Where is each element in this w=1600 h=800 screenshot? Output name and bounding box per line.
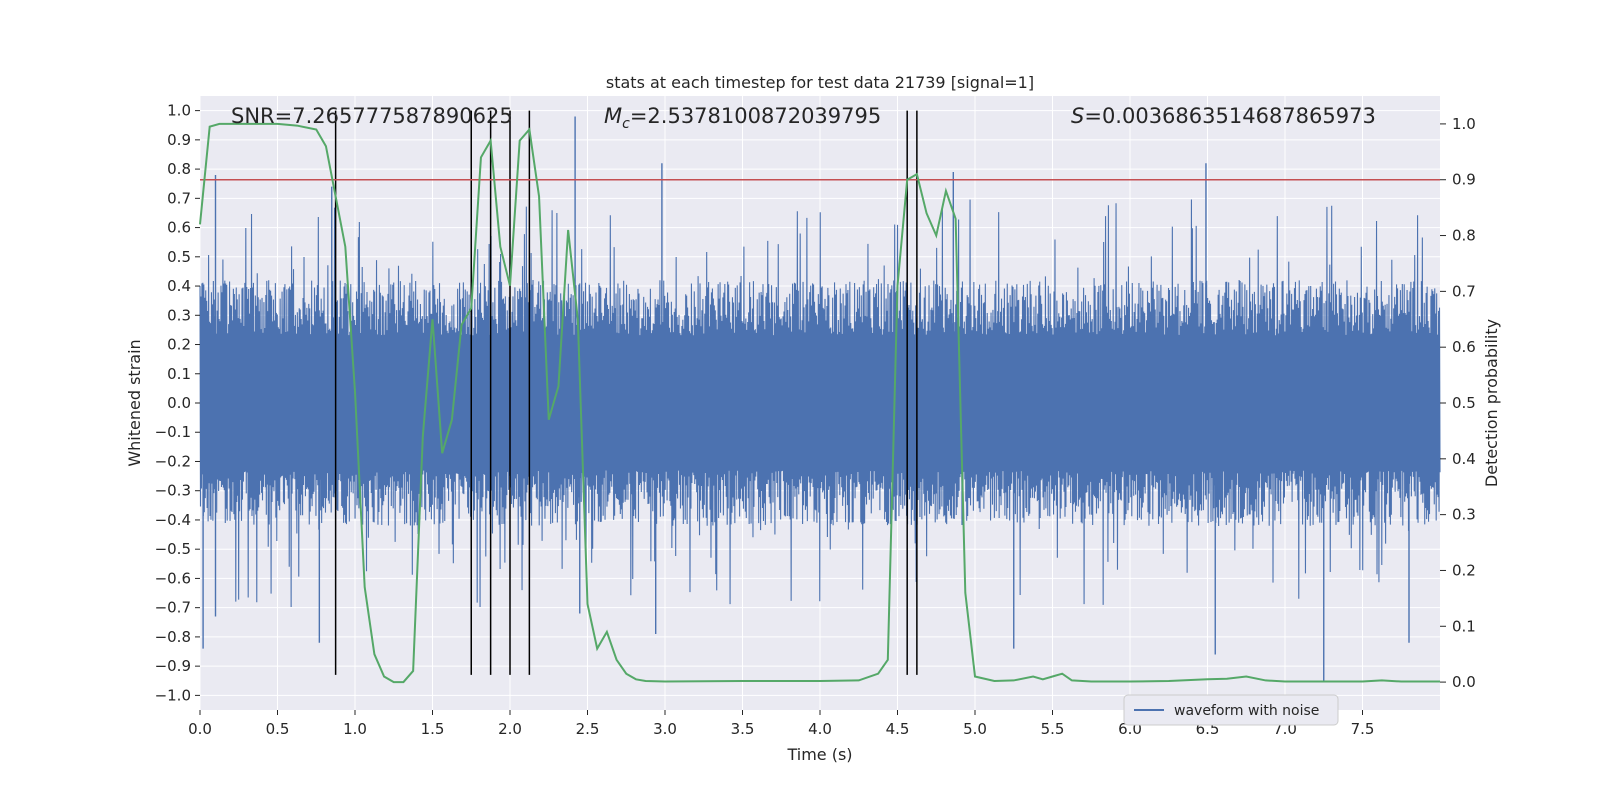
chirp-mass-annotation: Mc=2.5378100872039795 (604, 104, 881, 132)
chart-title: stats at each timestep for test data 217… (606, 73, 1034, 92)
x-tick-label: 1.5 (421, 720, 445, 738)
y-right-tick-label: 0.5 (1452, 394, 1476, 412)
y-left-tick-label: −0.3 (155, 482, 191, 500)
y-left-tick-label: −0.2 (155, 452, 191, 470)
waveform-line (199, 199, 1441, 608)
y-axis-right-label: Detection probability (1482, 319, 1501, 487)
y-left-tick-label: −1.0 (155, 686, 191, 704)
legend: waveform with noise (1123, 694, 1339, 726)
y-right-tick-label: 0.3 (1452, 506, 1476, 524)
x-tick-label: 3.5 (731, 720, 755, 738)
x-tick-label: 5.5 (1041, 720, 1065, 738)
y-left-tick-label: −0.1 (155, 423, 191, 441)
x-tick-label: 3.0 (653, 720, 677, 738)
s-value: =0.0036863514687865973 (1084, 104, 1376, 128)
probability-line (199, 122, 1440, 684)
y-left-tick-label: −0.8 (155, 628, 191, 646)
legend-label: waveform with noise (1174, 703, 1319, 719)
x-tick-label: 4.5 (886, 720, 910, 738)
mc-value: =2.5378100872039795 (630, 104, 881, 128)
s-annotation: S=0.0036863514687865973 (1071, 104, 1376, 128)
y-left-tick-label: −0.5 (155, 540, 191, 558)
y-left-tick-label: −0.7 (155, 599, 191, 617)
y-right-tick-label: 0.4 (1452, 450, 1476, 468)
x-tick-label: 4.0 (808, 720, 832, 738)
y-right-tick-label: 0.7 (1452, 282, 1476, 300)
y-left-tick-label: 0.5 (167, 248, 191, 266)
y-left-tick-label: −0.6 (155, 569, 191, 587)
y-left-tick-label: 0.7 (167, 189, 191, 207)
y-left-tick-label: 0.0 (167, 394, 191, 412)
x-axis-label: Time (s) (786, 745, 852, 764)
y-right-tick-label: 0.0 (1452, 673, 1476, 691)
y-right-tick-label: 0.8 (1452, 227, 1476, 245)
x-tick-label: 5.0 (963, 720, 987, 738)
mc-subscript: c (622, 116, 630, 132)
waveform-series (199, 116, 1441, 681)
y-left-tick-label: 0.9 (167, 131, 191, 149)
y-left-tick-label: 0.4 (167, 277, 191, 295)
y-left-tick-label: −0.4 (155, 511, 191, 529)
probability-series (199, 122, 1440, 684)
x-tick-label: 0.0 (188, 720, 212, 738)
mc-symbol: M (604, 104, 622, 128)
vertical-markers (334, 110, 918, 675)
y-right-tick-label: 0.9 (1452, 171, 1476, 189)
x-axis-ticks: 0.0 0.5 1.0 1.5 2.0 2.5 3.0 3.5 4.0 4.5 5.0 5.5 6.0 6… (188, 710, 1374, 738)
y-left-tick-label: 0.3 (167, 306, 191, 324)
y-axis-left-ticks: −1.0 −0.9 −0.8 −0.7 −0.6 −0.5 −0.4 −0.3 −0.2 −0.1… (155, 102, 200, 704)
y-left-tick-label: 0.1 (167, 365, 191, 383)
y-right-tick-label: 1.0 (1452, 115, 1476, 133)
snr-annotation: SNR=7.265777587890625 (231, 104, 513, 128)
y-left-tick-label: −0.9 (155, 657, 191, 675)
x-tick-label: 2.0 (498, 720, 522, 738)
y-axis-left-label: Whitened strain (125, 339, 144, 466)
legend-box (1123, 694, 1339, 726)
s-symbol: S (1071, 104, 1084, 128)
y-right-tick-label: 0.6 (1452, 338, 1476, 356)
y-right-tick-label: 0.1 (1452, 617, 1476, 635)
x-tick-label: 7.5 (1351, 720, 1375, 738)
y-left-tick-label: 0.8 (167, 160, 191, 178)
y-left-tick-label: 1.0 (167, 102, 191, 120)
x-tick-label: 2.5 (576, 720, 600, 738)
x-tick-label: 1.0 (343, 720, 367, 738)
y-left-tick-label: 0.6 (167, 219, 191, 237)
y-right-tick-label: 0.2 (1452, 561, 1476, 579)
y-left-tick-label: 0.2 (167, 336, 191, 354)
y-axis-right-ticks: 0.0 0.1 0.2 0.3 0.4 0.5 0.6 0.7 0.8 0.9 1.0 (1440, 115, 1476, 691)
x-tick-label: 0.5 (266, 720, 290, 738)
